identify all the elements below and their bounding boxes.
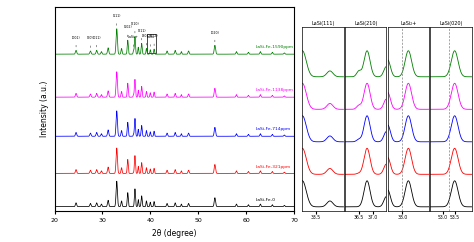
Text: LaSi-Fe-714ppm: LaSi-Fe-714ppm bbox=[255, 127, 291, 131]
Text: LaSi-Fe-1590ppm: LaSi-Fe-1590ppm bbox=[255, 45, 293, 49]
Text: LaSi-Fe-0: LaSi-Fe-0 bbox=[255, 198, 275, 202]
Text: (210): (210) bbox=[130, 22, 139, 33]
Text: (112): (112) bbox=[150, 34, 158, 46]
Text: LaSi-Fe-1138ppm: LaSi-Fe-1138ppm bbox=[255, 88, 293, 92]
Text: (011): (011) bbox=[92, 36, 101, 47]
X-axis label: 2θ (degree): 2θ (degree) bbox=[152, 229, 196, 238]
Y-axis label: Intensity (a.u.): Intensity (a.u.) bbox=[40, 81, 49, 137]
Text: LaSi₂+: LaSi₂+ bbox=[128, 35, 139, 46]
Text: (20̅): (20̅) bbox=[87, 36, 94, 48]
Text: (001): (001) bbox=[72, 36, 81, 47]
Text: (211): (211) bbox=[137, 29, 146, 40]
Text: (111): (111) bbox=[112, 14, 121, 25]
Title: LaSi(210): LaSi(210) bbox=[354, 21, 377, 26]
Text: (301): (301) bbox=[142, 34, 151, 45]
Text: LaSi₄: LaSi₄ bbox=[146, 35, 155, 46]
Title: LaSi(111): LaSi(111) bbox=[311, 21, 335, 26]
Title: LaSi₂+: LaSi₂+ bbox=[400, 21, 417, 26]
Title: LaSi(020): LaSi(020) bbox=[439, 21, 463, 26]
Text: (102): (102) bbox=[123, 25, 132, 37]
Text: (020): (020) bbox=[210, 30, 219, 42]
Text: LaSi-Fe-321ppm: LaSi-Fe-321ppm bbox=[255, 165, 291, 168]
Bar bbox=[147, 34, 156, 53]
